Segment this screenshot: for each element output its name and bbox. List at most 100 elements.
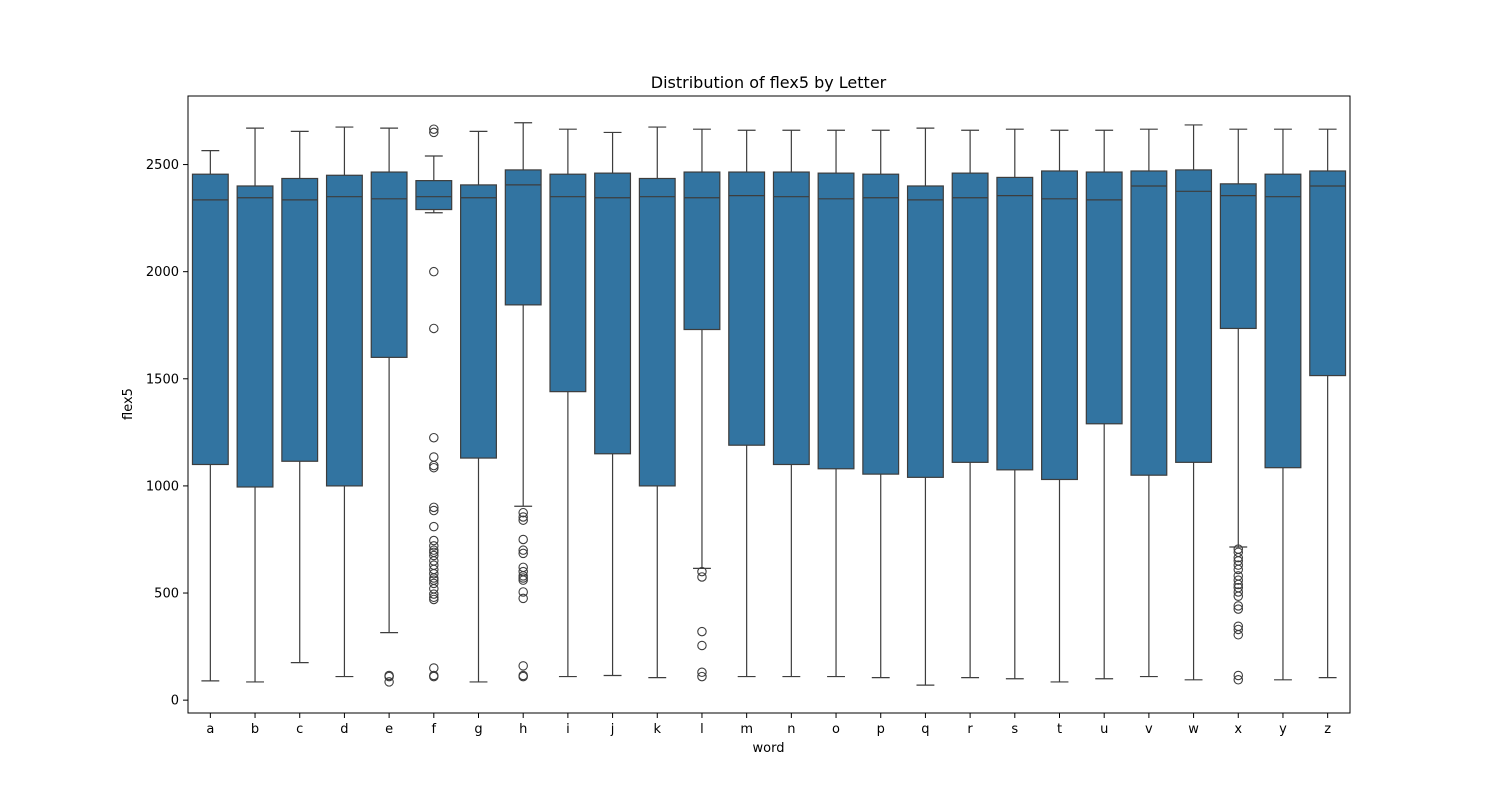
outlier-point xyxy=(518,587,528,597)
outlier-point xyxy=(429,460,439,471)
box-group-y xyxy=(1264,128,1302,681)
box-group-i xyxy=(549,128,587,678)
x-tick-label: u xyxy=(1100,722,1108,737)
box-iqr xyxy=(996,176,1034,471)
y-axis-label: flex5 xyxy=(121,388,136,420)
outlier-point xyxy=(429,462,439,473)
x-tick-label: q xyxy=(921,722,929,737)
x-tick-label: n xyxy=(787,722,795,737)
box-iqr xyxy=(772,171,810,466)
y-tick-label: 1000 xyxy=(146,479,179,494)
outlier-point xyxy=(1233,591,1244,601)
outlier-point xyxy=(518,548,528,559)
outlier-point xyxy=(697,566,707,577)
outlier-point xyxy=(518,512,528,522)
box-group-l xyxy=(683,128,721,682)
box-iqr xyxy=(683,171,721,331)
box-group-m xyxy=(728,129,766,678)
plot-area xyxy=(191,122,1347,687)
outlier-point xyxy=(429,568,439,579)
x-tick-label: x xyxy=(1234,722,1242,737)
outlier-point xyxy=(518,545,528,555)
outlier-point xyxy=(1233,564,1244,575)
outlier-point xyxy=(518,507,528,518)
box-group-g xyxy=(460,130,497,683)
box-iqr xyxy=(281,177,319,462)
box-iqr xyxy=(1264,173,1302,469)
box-iqr xyxy=(370,171,408,358)
box-iqr xyxy=(325,174,363,487)
outlier-point xyxy=(429,124,439,134)
box-iqr xyxy=(236,185,274,488)
box-iqr xyxy=(1219,183,1257,330)
outlier-point xyxy=(429,550,439,561)
outlier-point xyxy=(1233,587,1244,597)
outlier-point xyxy=(1233,552,1244,563)
x-tick-label: l xyxy=(700,722,704,737)
box-group-x xyxy=(1219,128,1257,685)
x-axis-label: word xyxy=(753,741,785,756)
x-tick-label: z xyxy=(1324,722,1331,737)
outlier-point xyxy=(429,671,439,682)
box-group-r xyxy=(951,129,989,679)
outlier-point xyxy=(429,521,439,532)
outlier-point xyxy=(697,572,707,582)
outlier-point xyxy=(429,535,439,546)
x-tick-label: o xyxy=(832,722,840,737)
x-tick-label: i xyxy=(566,722,570,737)
outlier-point xyxy=(1233,575,1244,585)
outlier-point xyxy=(697,626,707,637)
x-tick-label: v xyxy=(1145,722,1153,737)
outlier-point xyxy=(429,432,439,443)
outlier-point xyxy=(518,671,528,682)
box-iqr xyxy=(638,177,676,487)
box-iqr xyxy=(594,172,632,455)
x-tick-label: p xyxy=(877,722,885,737)
outlier-point xyxy=(429,594,439,605)
x-tick-label: k xyxy=(654,722,662,737)
box-iqr xyxy=(460,184,497,459)
box-iqr xyxy=(191,173,229,466)
outlier-point xyxy=(429,505,439,516)
x-tick-label: m xyxy=(740,722,753,737)
x-tick-label: d xyxy=(340,722,348,737)
x-tick-label: j xyxy=(610,722,615,737)
box-iqr xyxy=(549,173,587,393)
x-tick-label: e xyxy=(385,722,393,737)
outlier-point xyxy=(429,589,439,599)
box-group-n xyxy=(772,129,810,678)
outlier-point xyxy=(697,671,707,682)
outlier-point xyxy=(429,502,439,513)
outlier-point xyxy=(518,575,528,585)
box-group-p xyxy=(862,129,900,679)
box-iqr xyxy=(1130,170,1168,476)
outlier-point xyxy=(1233,601,1244,611)
plot-frame xyxy=(187,95,1351,714)
outlier-point xyxy=(697,667,707,678)
box-iqr xyxy=(1041,170,1078,481)
outlier-point xyxy=(429,578,439,589)
outlier-point xyxy=(1233,630,1244,640)
x-tick-label: a xyxy=(206,722,214,737)
outlier-point xyxy=(429,452,439,462)
box-group-s xyxy=(996,128,1034,680)
box-group-z xyxy=(1309,128,1347,679)
box-group-h xyxy=(504,122,542,682)
x-tick-label: y xyxy=(1279,722,1287,737)
x-tick-label: g xyxy=(474,722,482,737)
outlier-point xyxy=(518,593,528,604)
outlier-point xyxy=(1233,670,1244,681)
box-iqr xyxy=(951,172,989,463)
box-group-w xyxy=(1175,124,1213,681)
x-tick-label: h xyxy=(519,722,527,737)
y-tick-label: 0 xyxy=(171,694,179,709)
box-group-v xyxy=(1130,128,1168,678)
box-iqr xyxy=(906,185,944,478)
box-group-o xyxy=(817,129,855,678)
x-tick-label: s xyxy=(1011,722,1018,737)
y-tick-label: 2000 xyxy=(146,265,179,280)
outlier-point xyxy=(429,266,439,277)
box-group-e xyxy=(370,127,408,687)
outlier-point xyxy=(384,670,394,681)
outlier-point xyxy=(518,573,528,583)
